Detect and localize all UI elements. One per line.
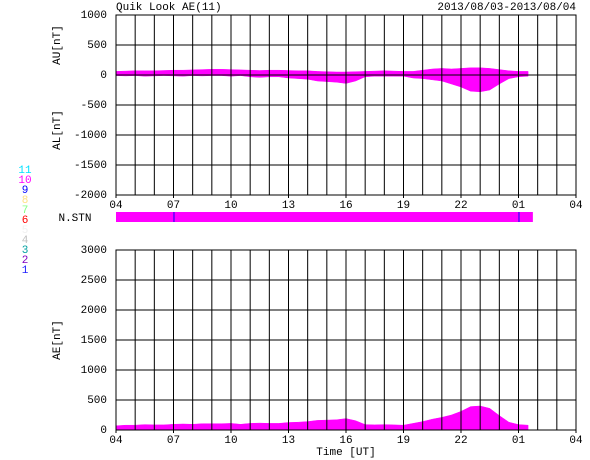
y-tick-label: 2000 — [81, 305, 107, 317]
legend-label: 7 — [22, 205, 29, 217]
y-axis-label: AL[nT] — [52, 110, 64, 150]
y-tick-label: -500 — [81, 100, 107, 112]
legend-label: 11 — [18, 165, 32, 177]
x-tick-label: 10 — [224, 435, 237, 447]
chart-title: Quik Look AE(11) — [116, 2, 222, 14]
legend-label: 5 — [22, 225, 29, 237]
y-tick-label: 1500 — [81, 335, 107, 347]
legend-label: 3 — [22, 245, 29, 257]
y-tick-label: -1000 — [74, 130, 107, 142]
legend-label: 9 — [22, 185, 29, 197]
x-tick-label: 22 — [454, 200, 467, 212]
date-range: 2013/08/03-2013/08/04 — [437, 2, 576, 14]
area — [115, 405, 529, 431]
station-segment — [116, 212, 174, 222]
legend-label: 4 — [22, 235, 29, 247]
y-tick-label: 0 — [100, 425, 107, 437]
legend-label: 8 — [22, 195, 29, 207]
legend-label: 6 — [22, 215, 29, 227]
y-tick-label: -2000 — [74, 190, 107, 202]
x-tick-label: 22 — [454, 435, 467, 447]
y-tick-label: 500 — [87, 40, 107, 52]
x-tick-label: 19 — [397, 200, 410, 212]
y-tick-label: 3000 — [81, 245, 107, 257]
y-tick-label: 2500 — [81, 275, 107, 287]
station-segment — [173, 212, 175, 222]
station-segment — [519, 212, 533, 222]
station-segment — [174, 212, 519, 222]
x-tick-label: 16 — [339, 200, 352, 212]
x-tick-label: 07 — [167, 435, 180, 447]
x-tick-label: 10 — [224, 200, 237, 212]
y-tick-label: 1000 — [81, 365, 107, 377]
x-tick-label: 01 — [512, 435, 526, 447]
plot-frame — [115, 249, 577, 431]
legend-label: 2 — [22, 255, 29, 267]
station-label: N.STN — [58, 213, 91, 225]
x-tick-label: 19 — [397, 435, 410, 447]
area — [115, 67, 529, 76]
x-tick-label: 04 — [569, 435, 583, 447]
legend-label: 10 — [18, 175, 31, 187]
y-tick-label: -1500 — [74, 160, 107, 172]
x-tick-label: 07 — [167, 200, 180, 212]
y-axis-label: AU[nT] — [52, 25, 64, 65]
y-axis-label: AE[nT] — [52, 320, 64, 360]
y-tick-label: 0 — [100, 70, 107, 82]
x-axis-label: Time [UT] — [316, 447, 375, 459]
x-tick-label: 13 — [282, 200, 295, 212]
x-tick-label: 04 — [109, 200, 123, 212]
x-tick-label: 13 — [282, 435, 295, 447]
x-tick-label: 04 — [109, 435, 123, 447]
y-tick-label: 500 — [87, 395, 107, 407]
area — [115, 74, 529, 93]
legend-label: 1 — [22, 265, 29, 277]
station-segment — [518, 212, 520, 222]
y-tick-label: 1000 — [81, 10, 107, 22]
x-tick-label: 16 — [339, 435, 352, 447]
x-tick-label: 04 — [569, 200, 583, 212]
x-tick-label: 01 — [512, 200, 526, 212]
plot-frame — [115, 14, 577, 196]
